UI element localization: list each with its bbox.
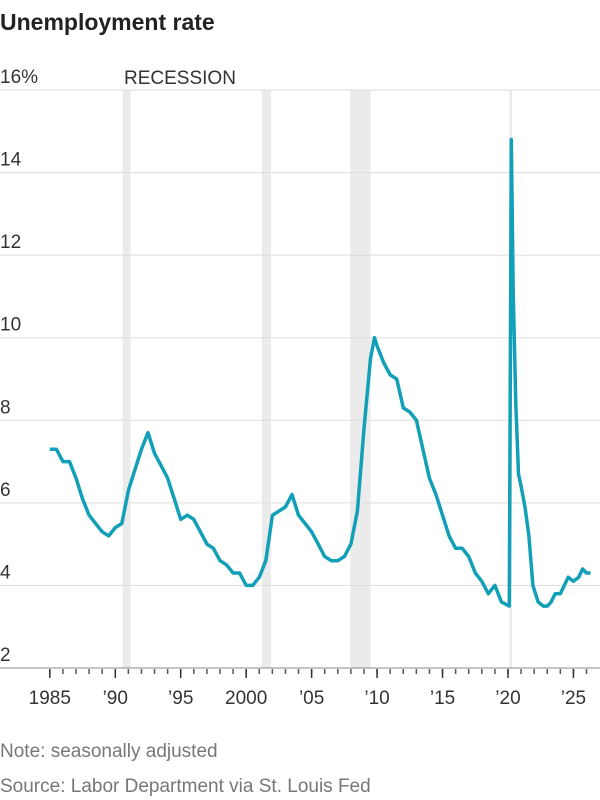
x-tick-label: ’95 xyxy=(168,688,193,709)
y-tick-label: 2 xyxy=(0,645,11,666)
y-tick-label: 4 xyxy=(0,562,11,583)
x-tick-label: 1985 xyxy=(29,688,71,709)
chart-title: Unemployment rate xyxy=(0,9,215,35)
x-tick-label: 2000 xyxy=(225,688,267,709)
note: Note: seasonally adjusted xyxy=(0,741,218,762)
y-tick-label: 10 xyxy=(0,315,21,336)
x-tick-label: ’25 xyxy=(561,688,586,709)
y-tick-label: 12 xyxy=(0,232,21,253)
y-tick-label: 16% xyxy=(0,67,38,88)
recession-band xyxy=(122,90,131,668)
x-tick-label: ’90 xyxy=(103,688,128,709)
series-line xyxy=(49,137,591,608)
source: Source: Labor Department via St. Louis F… xyxy=(0,776,371,797)
x-tick-label: ’05 xyxy=(299,688,324,709)
recession-band xyxy=(261,90,272,668)
x-tick-label: ’10 xyxy=(364,688,389,709)
x-tick-label: ’20 xyxy=(495,688,520,709)
y-tick-label: 6 xyxy=(0,480,11,501)
x-tick-label: ’15 xyxy=(430,688,455,709)
recession-label: RECESSION xyxy=(124,68,236,89)
y-tick-label: 14 xyxy=(0,150,22,171)
y-tick-label: 8 xyxy=(0,397,11,418)
